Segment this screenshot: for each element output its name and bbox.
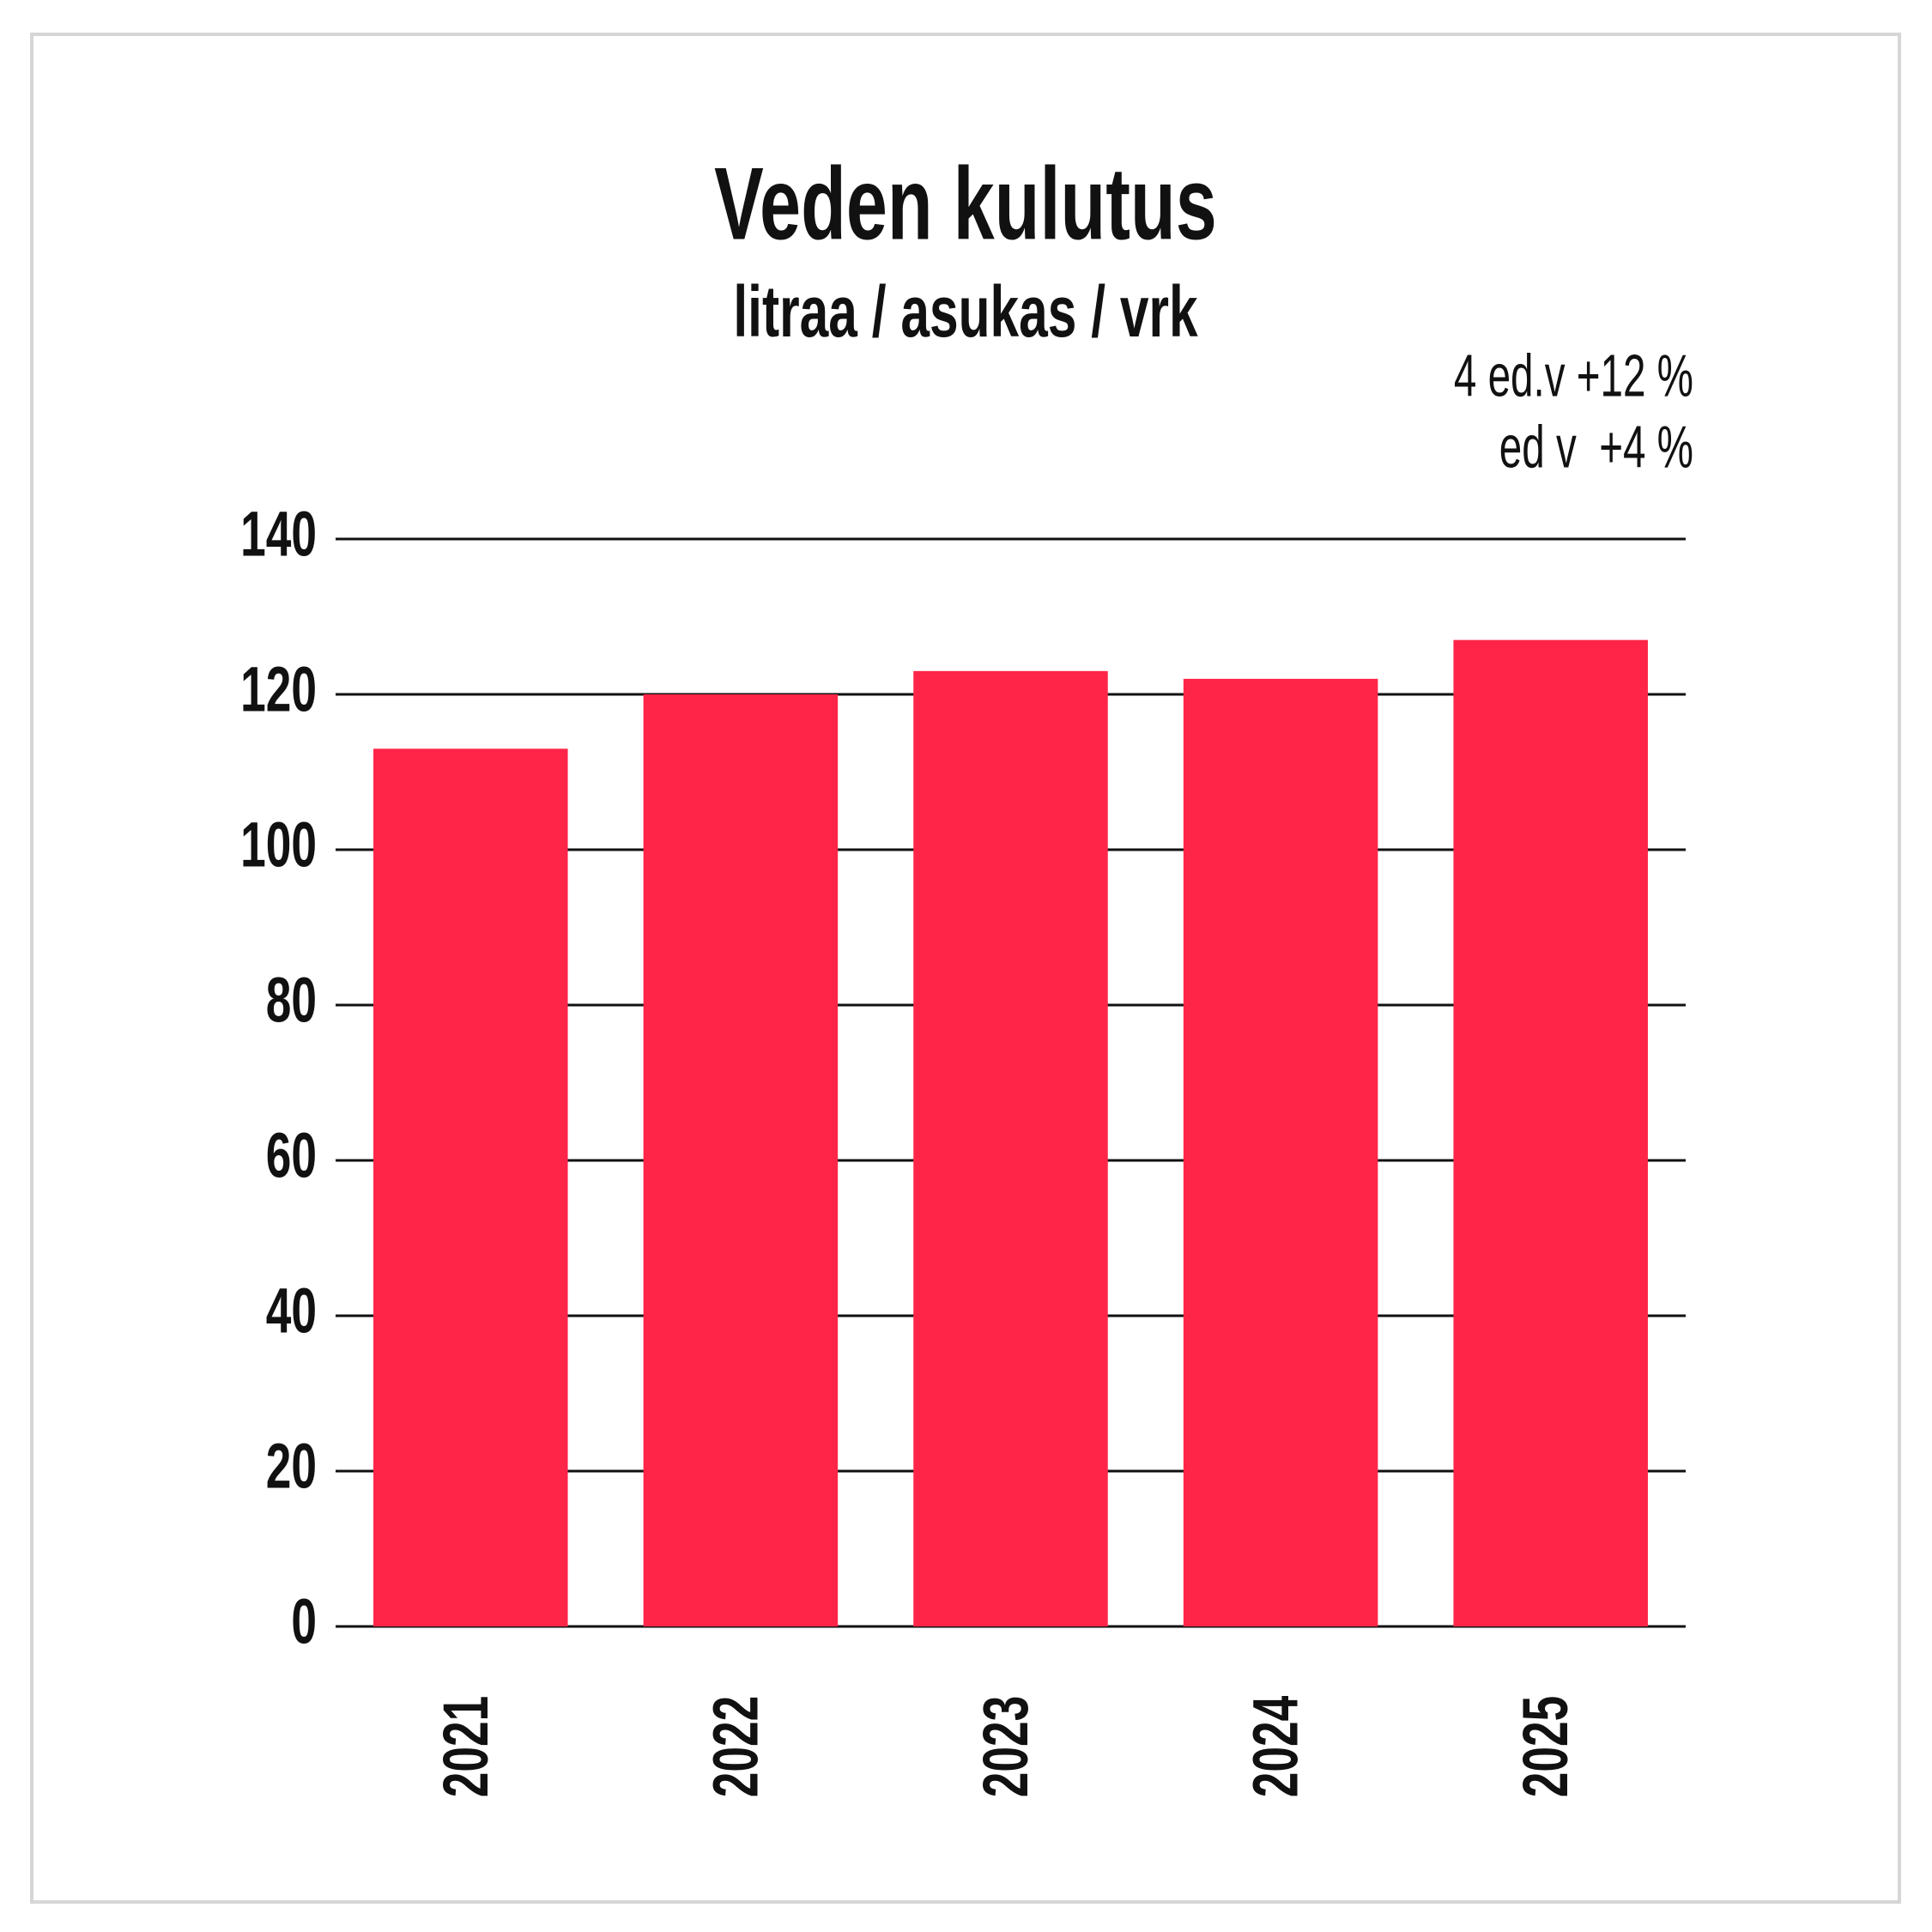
- x-tick-label: 2024: [1240, 1696, 1311, 1798]
- y-tick-label: 20: [266, 1431, 317, 1502]
- y-tick: 120: [240, 654, 317, 725]
- annotation-group: ed v +4 %: [1499, 413, 1693, 480]
- bar: [373, 748, 568, 1626]
- bar: [643, 694, 839, 1626]
- annotation-group: 4 ed.v +12 %: [1454, 342, 1693, 409]
- y-tick: 80: [266, 965, 317, 1036]
- y-tick: 60: [266, 1120, 317, 1191]
- y-tick-label: 40: [266, 1275, 317, 1347]
- y-tick: 100: [240, 809, 317, 881]
- annotation: 4 ed.v +12 %: [1454, 342, 1693, 409]
- x-tick: 2023: [970, 1696, 1041, 1798]
- x-tick: 2021: [430, 1696, 501, 1798]
- y-tick: 0: [291, 1586, 317, 1657]
- chart-title: Veden kulutus: [714, 147, 1217, 262]
- y-tick-label: 80: [266, 965, 317, 1036]
- y-tick-label: 0: [291, 1586, 317, 1657]
- x-tick: 2022: [700, 1696, 772, 1798]
- y-tick: 20: [266, 1431, 317, 1502]
- bar: [913, 670, 1108, 1626]
- x-tick-label: 2023: [970, 1696, 1041, 1798]
- y-tick-label: 140: [240, 499, 317, 570]
- x-tick: 2024: [1240, 1696, 1311, 1798]
- title-group: Veden kulutus: [714, 147, 1217, 262]
- x-tick: 2025: [1511, 1696, 1582, 1798]
- y-tick: 140: [240, 499, 317, 570]
- annotation: ed v +4 %: [1499, 413, 1693, 480]
- x-tick-label: 2025: [1511, 1696, 1582, 1798]
- bar: [1183, 678, 1378, 1626]
- x-tick-label: 2022: [700, 1696, 772, 1798]
- x-tick-label: 2021: [430, 1696, 501, 1798]
- y-tick-label: 60: [266, 1120, 317, 1191]
- y-tick-label: 120: [240, 654, 317, 725]
- chart-subtitle: litraa / asukas / vrk: [733, 271, 1198, 352]
- y-tick: 40: [266, 1275, 317, 1347]
- y-tick-label: 100: [240, 809, 317, 881]
- subtitle-group: litraa / asukas / vrk: [733, 271, 1198, 352]
- bar: [1453, 639, 1648, 1626]
